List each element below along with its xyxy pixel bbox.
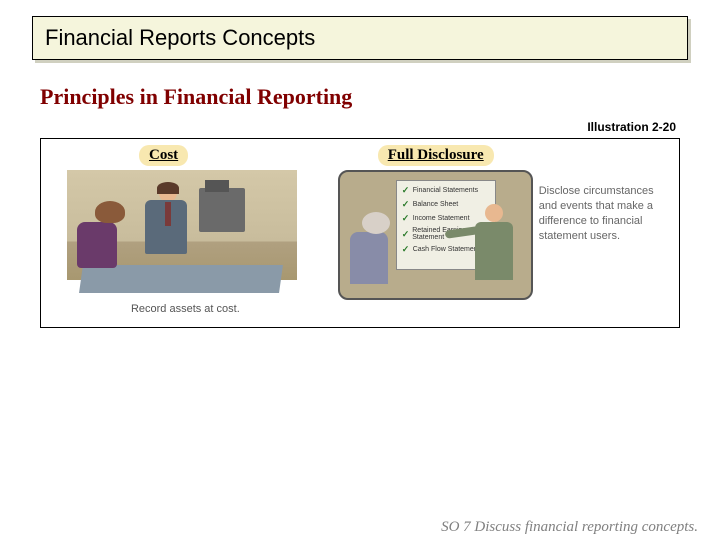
customer-figure [77,204,127,274]
section-heading: Principles in Financial Reporting [40,84,680,110]
slide-title-bar: Financial Reports Concepts [32,16,688,60]
pointer-figure [475,204,523,292]
cost-illustration: Record assets at cost. [49,170,322,315]
illustration-reference: Illustration 2-20 [0,120,676,134]
board-item: Income Statement [413,215,470,222]
board-item: Financial Statements [413,187,478,194]
check-icon: ✓ [402,199,410,210]
full-disclosure-panel: Full Disclosure ✓Financial Statements ✓B… [330,139,679,327]
full-disclosure-caption: Disclose circumstances and events that m… [539,170,671,243]
cash-register-shape [199,188,245,232]
clerk-figure [145,184,195,268]
check-icon: ✓ [402,229,410,240]
cost-label: Cost [139,145,188,166]
check-icon: ✓ [402,185,410,196]
board-item: Cash Flow Statement [413,246,480,253]
presenter-figure [350,214,394,292]
check-icon: ✓ [402,213,410,224]
study-objective-footer: SO 7 Discuss financial reporting concept… [0,519,698,536]
disclosure-scene: ✓Financial Statements ✓Balance Sheet ✓In… [338,170,533,300]
slide-title: Financial Reports Concepts [45,25,315,50]
board-item: Balance Sheet [413,201,459,208]
principles-content-box: Cost Record assets at cost. Full Disclos… [40,138,680,328]
cost-panel: Cost Record assets at cost. [41,139,330,327]
check-icon: ✓ [402,244,410,255]
full-disclosure-label: Full Disclosure [378,145,494,166]
full-disclosure-illustration: ✓Financial Statements ✓Balance Sheet ✓In… [338,170,671,315]
cost-caption: Record assets at cost. [49,303,322,315]
